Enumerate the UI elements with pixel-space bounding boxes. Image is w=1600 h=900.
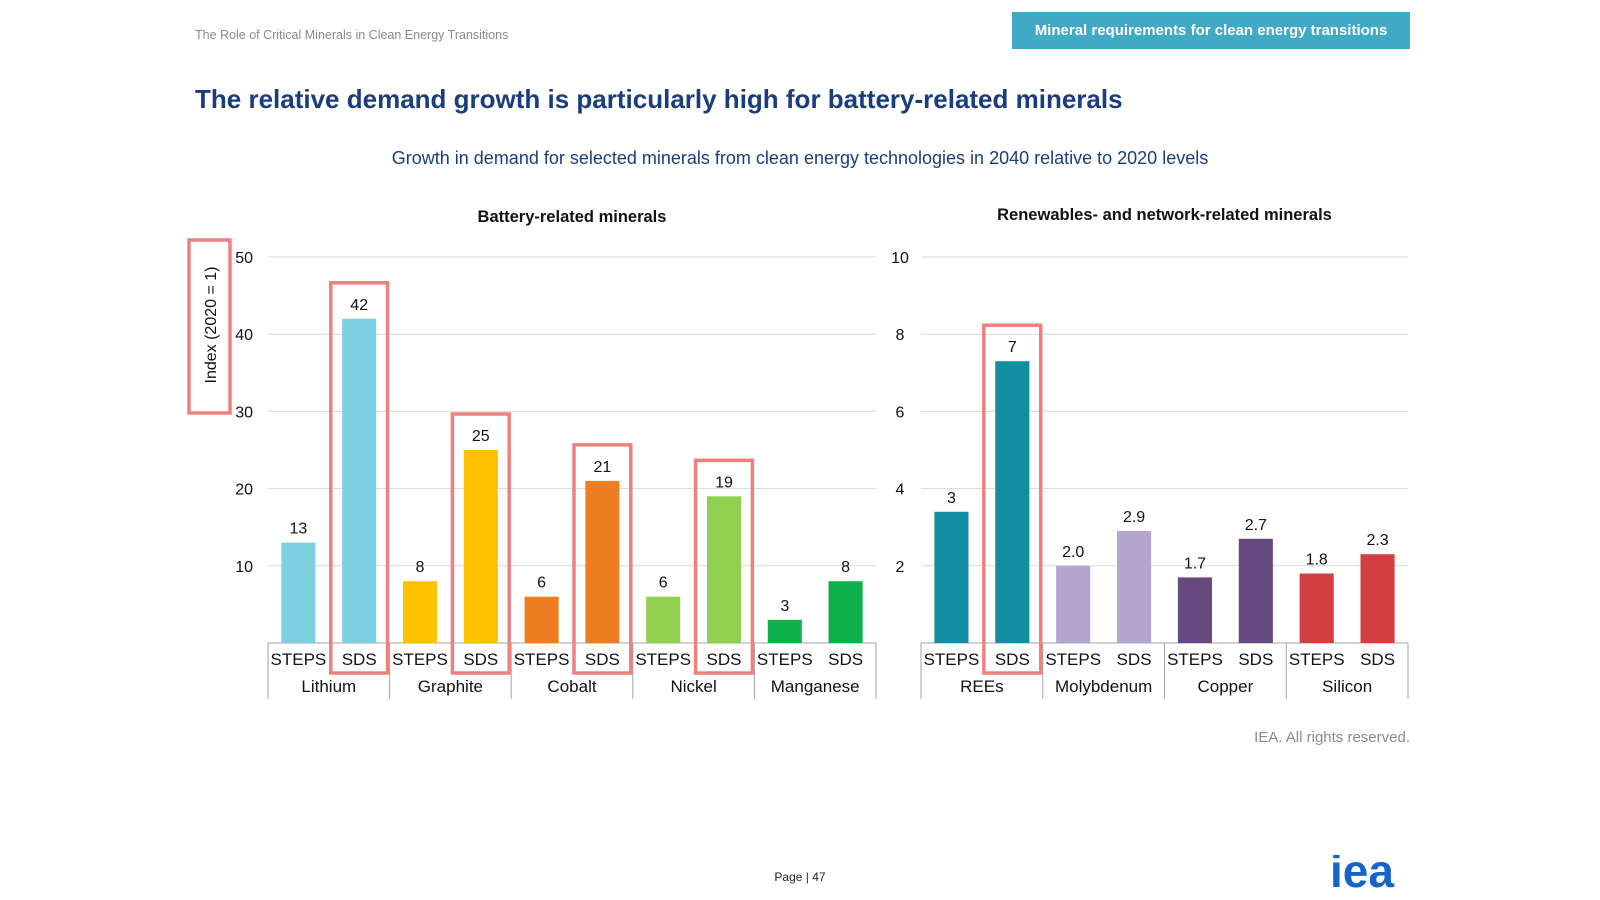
chart-0-title: Battery-related minerals [478,208,667,226]
x-tick-label-scenario: SDS [463,650,498,669]
chart-1-y-tick-label: 8 [896,327,905,344]
chart-subtitle: Growth in demand for selected minerals f… [391,148,1209,168]
bar-graphite-steps [402,581,438,643]
iea-logo: iea [1330,855,1394,895]
data-label: 8 [416,559,425,576]
chart-1-y-tick-label: 10 [891,250,909,267]
x-tick-label-scenario: SDS [1117,650,1152,669]
x-tick-label-mineral: Molybdenum [1055,677,1152,696]
y-axis-label: Index (2020 = 1) [203,267,220,384]
chart-1-y-tick-label: 4 [896,482,905,499]
copyright-note: IEA. All rights reserved. [1254,729,1410,746]
data-label: 42 [350,297,368,314]
x-tick-label-scenario: SDS [1238,650,1273,669]
iea-logo-text: iea [1330,855,1394,895]
data-label: 7 [1008,339,1017,356]
bar-molybdenum-sds [1117,531,1152,643]
section-badge: Mineral requirements for clean energy tr… [1012,12,1410,49]
bar-nickel-steps [646,596,681,643]
data-label: 8 [841,559,850,576]
x-tick-label-scenario: STEPS [924,650,980,669]
x-tick-label-scenario: SDS [995,650,1030,669]
bar-silicon-steps [1299,573,1334,643]
bar-cobalt-steps [524,596,559,643]
x-tick-label-scenario: STEPS [392,650,448,669]
bar-copper-sds [1238,538,1273,643]
x-tick-label-mineral: Nickel [670,677,716,696]
bar-molybdenum-steps [1056,565,1091,643]
x-tick-label-mineral: REEs [960,677,1003,696]
x-tick-label-mineral: Cobalt [547,677,596,696]
x-tick-label-mineral: Lithium [301,677,356,696]
data-label: 19 [715,474,733,491]
x-tick-label-scenario: SDS [828,650,863,669]
data-label: 3 [947,490,956,507]
chart-0-y-tick-label: 20 [235,482,253,499]
highlight-box [572,443,633,675]
chart-0-y-tick-label: 50 [235,250,253,267]
bar-graphite-sds [463,450,498,643]
bar-rees-steps [934,511,969,643]
data-label: 2.3 [1366,532,1388,549]
data-label: 3 [780,598,789,615]
bar-lithium-sds [342,318,377,643]
x-tick-label-scenario: SDS [1360,650,1395,669]
data-label: 25 [472,428,490,445]
highlight-box [329,281,390,675]
x-tick-label-scenario: STEPS [635,650,691,669]
x-tick-label-mineral: Copper [1197,677,1253,696]
data-label: 2.9 [1123,509,1145,526]
chart-0-y-tick-label: 30 [235,404,253,421]
chart-1-title: Renewables- and network-related minerals [997,206,1332,224]
x-tick-label-scenario: STEPS [1289,650,1345,669]
data-label: 1.8 [1306,552,1328,569]
data-label: 2.0 [1062,544,1084,561]
bar-manganese-sds [828,581,863,643]
x-tick-label-scenario: STEPS [271,650,327,669]
bar-rees-sds [995,361,1030,643]
chart-1-y-tick-label: 6 [896,404,905,421]
x-tick-label-scenario: STEPS [1167,650,1223,669]
x-tick-label-scenario: SDS [342,650,377,669]
x-tick-label-scenario: STEPS [757,650,813,669]
data-label: 2.7 [1245,517,1267,534]
chart-0-y-tick-label: 40 [235,327,253,344]
bar-lithium-steps [281,542,316,643]
highlight-box [450,412,511,675]
x-tick-label-mineral: Graphite [418,677,483,696]
data-label: 1.7 [1184,555,1206,572]
x-tick-label-mineral: Manganese [771,677,860,696]
document-title: The Role of Critical Minerals in Clean E… [195,28,509,42]
x-tick-label-scenario: SDS [707,650,742,669]
bar-manganese-steps [767,619,802,643]
page-headline: The relative demand growth is particular… [195,84,1123,114]
highlight-box [982,323,1043,675]
bar-cobalt-sds [585,480,620,643]
highlight-box [693,458,755,675]
data-label: 21 [594,459,612,476]
bar-copper-steps [1177,577,1212,643]
chart-1-y-tick-label: 2 [896,559,905,576]
x-tick-label-scenario: STEPS [514,650,570,669]
data-label: 6 [537,575,546,592]
chart-0-y-tick-label: 10 [235,559,253,576]
page-number: Page | 47 [774,870,826,884]
x-tick-label-scenario: STEPS [1045,650,1101,669]
bar-nickel-sds [706,496,742,643]
data-label: 6 [659,575,668,592]
x-tick-label-mineral: Silicon [1322,677,1372,696]
x-tick-label-scenario: SDS [585,650,620,669]
data-label: 13 [290,521,308,538]
bar-silicon-sds [1360,554,1395,643]
y-axis-label-highlight-box [187,238,232,415]
